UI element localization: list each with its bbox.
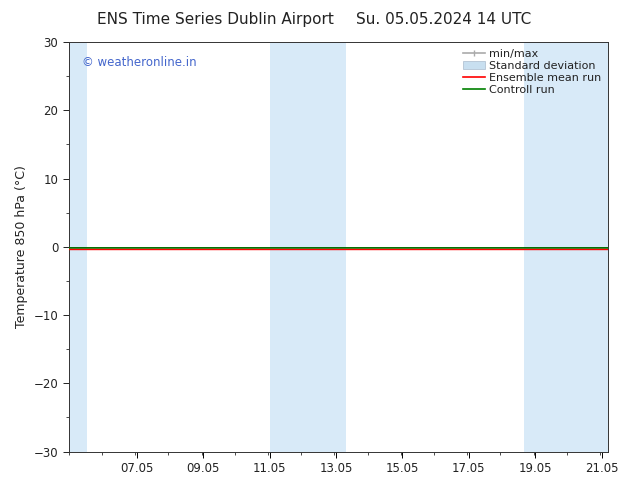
- Y-axis label: Temperature 850 hPa (°C): Temperature 850 hPa (°C): [15, 166, 28, 328]
- Text: ENS Time Series Dublin Airport: ENS Time Series Dublin Airport: [97, 12, 334, 27]
- Text: Su. 05.05.2024 14 UTC: Su. 05.05.2024 14 UTC: [356, 12, 531, 27]
- Bar: [269, 42, 346, 452]
- Text: © weatheronline.in: © weatheronline.in: [82, 56, 197, 70]
- Legend: min/max, Standard deviation, Ensemble mean run, Controll run: min/max, Standard deviation, Ensemble me…: [460, 46, 605, 98]
- Bar: [524, 42, 608, 452]
- Bar: [68, 42, 87, 452]
